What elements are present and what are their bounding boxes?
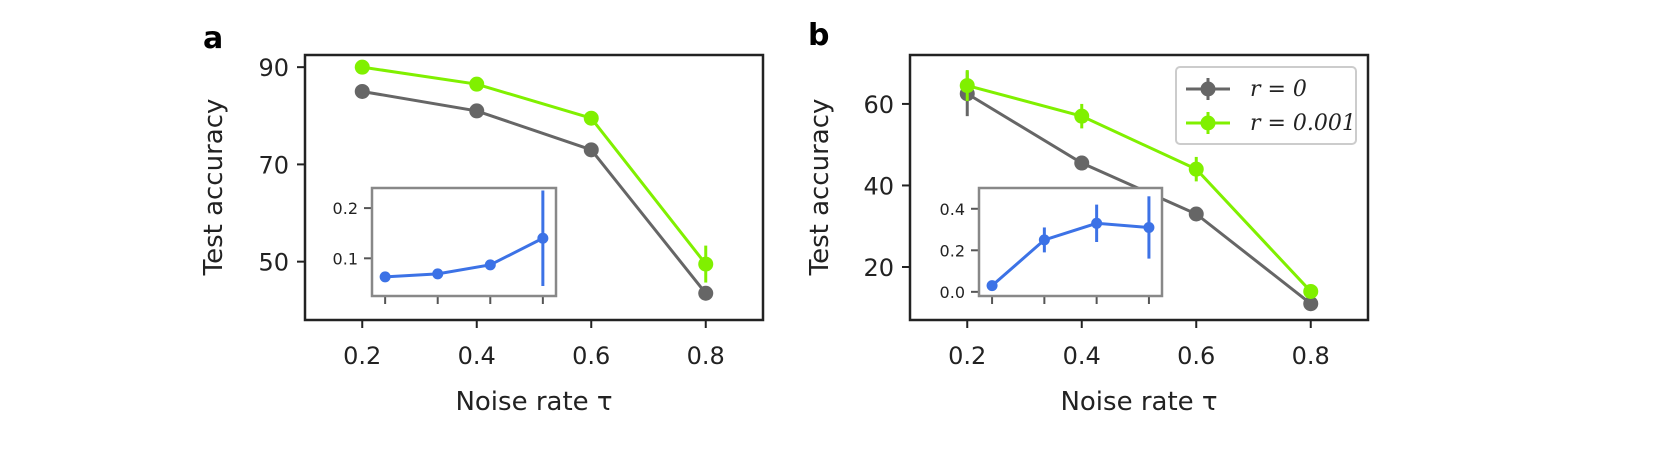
inset-y-tick-label: 0.2 (940, 241, 965, 260)
data-point (469, 76, 485, 92)
inset-y-tick-label: 0.0 (940, 283, 965, 302)
inset-data-point (484, 259, 496, 271)
inset-frame (370, 186, 558, 298)
legend-box (1175, 66, 1357, 145)
x-tick-label: 0.8 (1292, 342, 1330, 370)
x-tick-label: 0.6 (572, 342, 610, 370)
inset-frame (977, 186, 1164, 298)
inset-y-tick-label: 0.4 (940, 200, 965, 219)
x-axis-label: Noise rate τ (455, 387, 612, 417)
inset-y-tick-label: 0.2 (333, 199, 358, 218)
x-tick-label: 0.8 (687, 342, 725, 370)
series-line (966, 84, 1312, 293)
y-tick-label: 50 (258, 249, 289, 277)
legend-label: r = 0 (1250, 77, 1307, 102)
data-point (354, 83, 370, 99)
legend-marker (1200, 115, 1216, 131)
y-tick-label: 60 (863, 91, 894, 119)
series-1 (354, 59, 714, 283)
inset-data-point (986, 280, 998, 292)
series-line (361, 89, 707, 295)
x-tick-label: 0.2 (948, 342, 986, 370)
inset-data-point (1091, 217, 1103, 229)
inset-line (991, 221, 1150, 287)
data-point (354, 59, 370, 75)
legend: r = 0 r = 0.001 (1175, 66, 1357, 145)
data-point (1188, 206, 1204, 222)
data-point (1303, 283, 1319, 299)
inset-data-point (1038, 234, 1050, 246)
data-point (583, 110, 599, 126)
x-tick-label: 0.2 (343, 342, 381, 370)
inset-data-point (1143, 221, 1155, 233)
y-axis-label: Test accuracy (805, 99, 835, 277)
inset: 0.0 0.2 0.4 (940, 186, 1164, 304)
data-point (698, 285, 714, 301)
data-point (1188, 161, 1204, 177)
panel-label: a (203, 21, 223, 56)
inset-y-tick-label: 0.1 (333, 249, 358, 268)
y-tick-label: 70 (258, 151, 289, 179)
inset-data-point (379, 271, 391, 283)
y-axis-label: Test accuracy (199, 99, 229, 277)
x-tick-label: 0.4 (458, 342, 496, 370)
legend-marker (1200, 81, 1216, 97)
data-point (583, 142, 599, 158)
inset-background (979, 188, 1162, 296)
data-point (959, 78, 975, 94)
inset-data-point (432, 268, 444, 280)
data-point (1074, 108, 1090, 124)
plot-frame (303, 53, 765, 322)
series-line (362, 65, 707, 266)
y-tick-label: 90 (258, 54, 289, 82)
data-point (1303, 296, 1319, 312)
panel-label: b (808, 18, 829, 53)
panel-b: b 0.2 0.4 0.6 0.8 20 40 60 Noise rate τ Test accu… (805, 18, 1370, 417)
series-0 (354, 83, 714, 301)
inset-data-point (537, 232, 549, 244)
y-tick-label: 20 (863, 254, 894, 282)
x-tick-label: 0.4 (1063, 342, 1101, 370)
legend-label: r = 0.001 (1250, 111, 1356, 136)
data-point (1074, 155, 1090, 171)
data-point (469, 103, 485, 119)
data-point (698, 256, 714, 272)
x-axis-label: Noise rate τ (1060, 387, 1217, 417)
inset-background (372, 188, 556, 296)
inset: 0.1 0.2 (333, 186, 558, 304)
x-tick-label: 0.6 (1177, 342, 1215, 370)
series-1 (959, 70, 1319, 299)
y-tick-label: 40 (863, 172, 894, 200)
panel-a: a 0.2 0.4 0.6 0.8 50 70 90 Noise rate τ Test accu… (199, 21, 765, 417)
plot-frame (908, 53, 1370, 322)
inset-line (385, 236, 544, 279)
